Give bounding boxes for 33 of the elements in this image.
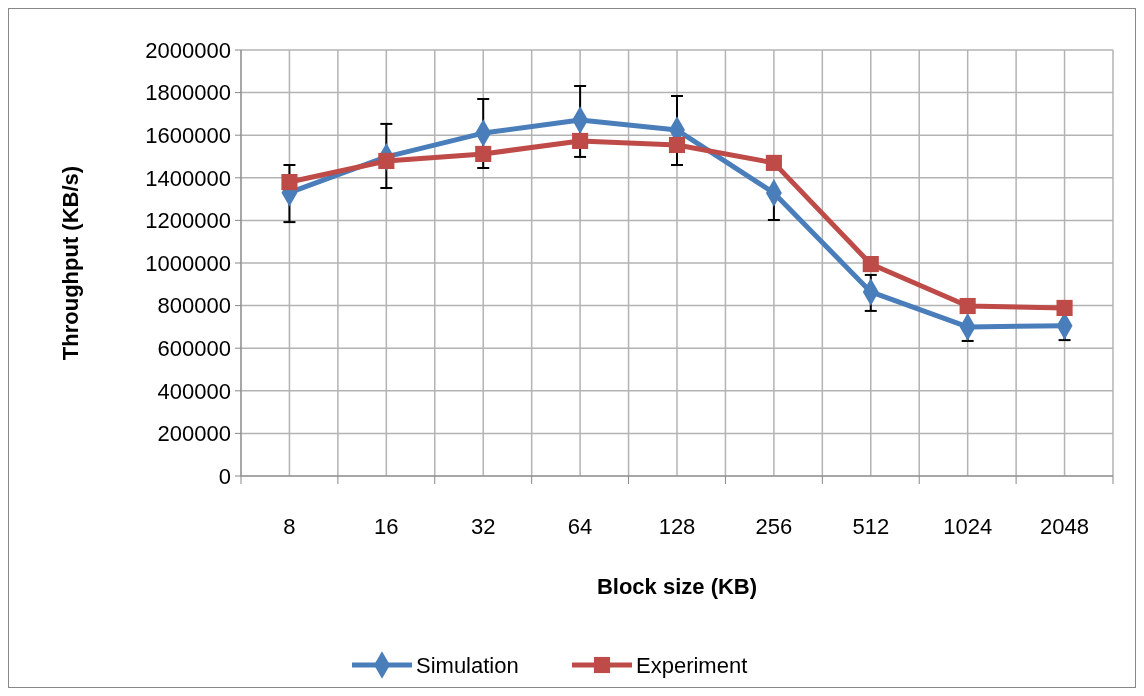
y-tick-label: 1600000 — [145, 122, 231, 148]
legend-label: Experiment — [636, 652, 748, 678]
y-tick-label: 400000 — [157, 378, 231, 404]
y-axis-title: Throughput (KB/s) — [58, 165, 83, 361]
point — [378, 152, 395, 170]
x-tick-label: 16 — [374, 514, 399, 539]
point — [475, 145, 492, 163]
x-tick-label: 8 — [283, 514, 296, 539]
point — [668, 136, 686, 154]
point — [281, 174, 298, 191]
y-tick-label: 2000000 — [145, 37, 231, 63]
y-tick-label: 0 — [218, 463, 231, 489]
y-tick-label: 1200000 — [145, 208, 231, 234]
x-tick-label: 2048 — [1040, 514, 1090, 539]
point — [959, 297, 976, 315]
y-tick-label: 800000 — [157, 293, 231, 319]
x-tick-label: 512 — [852, 514, 890, 539]
point — [1056, 299, 1073, 317]
x-tick-label: 1024 — [943, 514, 993, 539]
y-tick-label: 200000 — [157, 421, 231, 447]
y-tick-label: 1000000 — [145, 250, 231, 276]
point — [862, 256, 879, 273]
y-tick-label: 1800000 — [145, 80, 231, 106]
x-tick-label: 128 — [658, 514, 696, 539]
x-tick-label: 64 — [567, 514, 593, 539]
legend-label: Simulation — [416, 652, 519, 678]
y-tick-label: 600000 — [157, 335, 231, 361]
x-tick-label: 32 — [470, 514, 496, 539]
x-tick-label: 256 — [755, 514, 793, 539]
point — [572, 132, 589, 150]
point — [765, 154, 782, 171]
y-tick-label: 1400000 — [145, 165, 231, 191]
x-axis-title: Block size (KB) — [596, 574, 758, 599]
